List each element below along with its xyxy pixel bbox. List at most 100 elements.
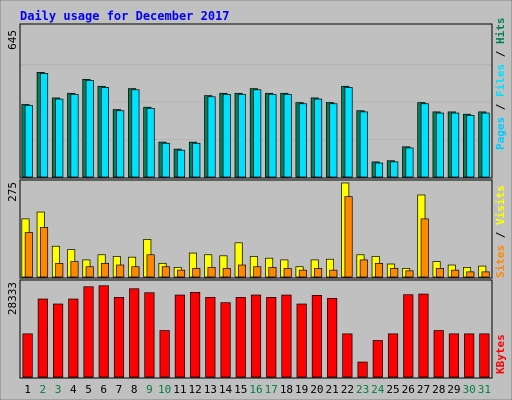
- legend-item-kbytes: KBytes: [494, 334, 507, 374]
- x-tick-label-day-6: 6: [100, 383, 107, 396]
- middle-bar-sites-day-18: [283, 268, 292, 278]
- top-bar-files-day-29: [451, 112, 460, 178]
- top-bar-files-day-12: [192, 142, 201, 178]
- middle-bar-sites-day-14: [222, 268, 231, 278]
- x-tick-label-day-11: 11: [173, 383, 186, 396]
- middle-bar-sites-day-9: [146, 254, 155, 278]
- top-bar-files-day-10: [161, 142, 170, 178]
- legend-separator: /: [494, 97, 507, 117]
- x-tick-label-day-22: 22: [341, 383, 354, 396]
- middle-bar-sites-day-12: [192, 268, 201, 278]
- middle-legend: Sites / Visits: [494, 185, 507, 278]
- bottom-bar-kbytes-day-24: [372, 340, 383, 378]
- middle-bar-sites-day-25: [390, 268, 399, 278]
- bottom-bar-kbytes-day-19: [296, 303, 307, 378]
- legend-group: Pages / Files / Hits Sites / Visits KBytes: [494, 18, 507, 375]
- x-tick-label-day-8: 8: [131, 383, 138, 396]
- middle-bar-sites-day-3: [55, 262, 64, 278]
- top-legend: Pages / Files / Hits: [494, 18, 507, 151]
- chart-panels: [19, 23, 493, 379]
- legend-item-files: Files: [494, 64, 507, 97]
- top-bar-files-day-2: [40, 73, 49, 178]
- x-axis: 1 2 3 4 5 6 7 8 9 10 11 12 13 14 15 16 17 18 19 20 21 22 23 24 2…: [24, 383, 491, 396]
- bottom-bar-kbytes-day-12: [190, 292, 201, 378]
- x-tick-label-day-26: 26: [402, 383, 415, 396]
- bottom-bar-kbytes-day-6: [98, 285, 109, 378]
- top-bar-files-day-15: [237, 94, 246, 178]
- bottom-bar-kbytes-day-29: [448, 333, 460, 378]
- x-tick-label-day-25: 25: [386, 383, 399, 396]
- bottom-bar-kbytes-day-22: [342, 333, 353, 378]
- top-bar-files-day-23: [359, 111, 368, 178]
- middle-bar-sites-day-11: [177, 269, 186, 278]
- x-tick-label-day-3: 3: [55, 383, 62, 396]
- top-bar-files-day-9: [146, 108, 155, 178]
- top-bar-files-day-17: [268, 94, 277, 178]
- top-bar-files-day-8: [131, 89, 140, 178]
- bottom-bar-kbytes-day-21: [327, 298, 338, 378]
- bottom-bar-kbytes-day-4: [68, 298, 79, 378]
- bottom-bar-kbytes-day-15: [235, 297, 246, 378]
- middle-bar-sites-day-21: [329, 269, 338, 278]
- middle-panel: [19, 179, 493, 279]
- bottom-panel: [19, 279, 493, 379]
- bottom-bar-kbytes-day-13: [205, 297, 216, 378]
- top-bar-files-day-16: [253, 89, 262, 178]
- bottom-bar-kbytes-day-7: [113, 297, 125, 378]
- middle-bar-sites-day-27: [420, 218, 429, 278]
- top-bar-files-day-4: [70, 94, 79, 178]
- middle-bar-sites-day-30: [466, 271, 475, 278]
- legend-item-pages: Pages: [494, 117, 507, 150]
- x-tick-label-day-12: 12: [188, 383, 201, 396]
- top-panel-max-label: 645: [6, 30, 19, 50]
- x-tick-label-day-24: 24: [371, 383, 385, 396]
- top-bar-files-day-7: [116, 110, 125, 178]
- top-series-files: [24, 73, 490, 178]
- x-tick-label-day-28: 28: [432, 383, 445, 396]
- top-bar-files-day-3: [55, 98, 64, 178]
- top-bar-files-day-13: [207, 96, 216, 178]
- top-bar-files-day-20: [314, 98, 323, 178]
- bottom-bar-kbytes-day-16: [250, 294, 262, 378]
- legend-item-sites: Sites: [494, 245, 507, 278]
- top-bar-files-day-30: [466, 115, 475, 178]
- top-bar-files-day-21: [329, 103, 338, 178]
- bottom-panel-max-label: 28333: [6, 282, 19, 315]
- top-bar-files-day-28: [435, 112, 444, 178]
- bottom-bar-kbytes-day-10: [159, 330, 170, 378]
- legend-separator: /: [494, 225, 507, 245]
- middle-bar-sites-day-8: [131, 266, 140, 278]
- bottom-bar-kbytes-day-23: [357, 361, 368, 378]
- top-bar-files-day-1: [24, 105, 33, 178]
- x-tick-label-day-29: 29: [447, 383, 460, 396]
- top-panel: [19, 23, 493, 179]
- bottom-legend: KBytes: [494, 334, 507, 374]
- x-tick-label-day-5: 5: [85, 383, 92, 396]
- bottom-bar-kbytes-day-1: [22, 333, 33, 378]
- top-bar-files-day-24: [375, 162, 384, 178]
- top-bar-files-day-14: [222, 94, 231, 178]
- middle-bar-sites-day-5: [85, 266, 94, 278]
- top-bar-files-day-11: [177, 149, 186, 178]
- x-tick-label-day-27: 27: [417, 383, 430, 396]
- bottom-bar-kbytes-day-18: [281, 294, 292, 378]
- bottom-bar-kbytes-day-25: [387, 333, 399, 378]
- middle-bar-sites-day-10: [161, 266, 170, 278]
- x-tick-label-day-21: 21: [326, 383, 339, 396]
- middle-bar-sites-day-20: [314, 268, 323, 278]
- top-bar-files-day-22: [344, 87, 353, 178]
- middle-bar-sites-day-15: [237, 264, 246, 278]
- bottom-bar-kbytes-day-27: [418, 293, 429, 378]
- bottom-bar-kbytes-day-26: [403, 294, 414, 378]
- x-tick-label-day-4: 4: [70, 383, 77, 396]
- x-tick-label-day-18: 18: [280, 383, 293, 396]
- middle-bar-sites-day-16: [253, 266, 262, 278]
- top-bar-files-day-26: [405, 147, 414, 178]
- x-tick-label-day-14: 14: [219, 383, 233, 396]
- top-bar-files-day-18: [283, 94, 292, 178]
- middle-series-sites: [24, 196, 490, 278]
- x-tick-label-day-16: 16: [249, 383, 262, 396]
- middle-bar-sites-day-1: [24, 232, 33, 278]
- x-tick-label-day-13: 13: [204, 383, 217, 396]
